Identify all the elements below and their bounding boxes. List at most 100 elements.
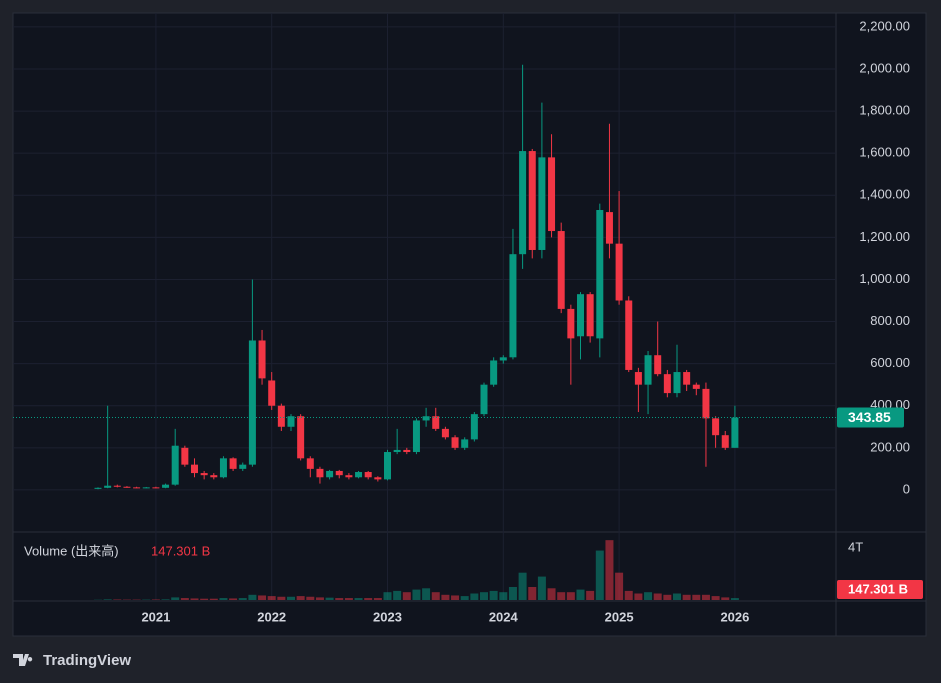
candle-body (625, 300, 633, 370)
candle-body (258, 340, 266, 379)
candle-body (644, 355, 652, 385)
candle-body (94, 487, 102, 489)
candle-body (412, 420, 420, 453)
candle-body (567, 308, 575, 339)
candle-body (113, 485, 121, 487)
volume-bar (364, 598, 373, 600)
x-tick-label: 2023 (373, 609, 402, 624)
volume-bar (296, 596, 305, 600)
candle-body (557, 231, 565, 309)
candle-body (133, 487, 141, 489)
candle-body (306, 458, 314, 469)
candle-body (335, 470, 343, 476)
volume-bar (238, 598, 247, 600)
y-tick-label: 1,200.00 (859, 229, 910, 244)
candle-body (654, 355, 662, 375)
y-tick-label: 0 (903, 481, 910, 496)
volume-bar (634, 593, 643, 600)
candle-body (692, 384, 700, 389)
candle-body (345, 475, 353, 478)
volume-bar (470, 593, 479, 600)
candle-body (364, 472, 372, 478)
volume-bar (451, 595, 460, 600)
logo-icon (13, 654, 33, 666)
volume-bar (335, 598, 344, 600)
volume-bar (480, 592, 488, 600)
logo (13, 654, 33, 666)
candle-body (191, 464, 198, 474)
volume-bar (644, 592, 653, 600)
candle-body (721, 435, 729, 448)
candle-body (326, 470, 334, 478)
y-tick-label: 1,000.00 (859, 271, 910, 286)
volume-bar (692, 594, 701, 600)
volume-bar (499, 592, 508, 600)
candle-body (577, 294, 584, 337)
volume-bar (673, 593, 681, 600)
volume-bar (258, 595, 267, 600)
candle-body (461, 439, 469, 448)
candle-body (470, 414, 478, 440)
volume-bar (344, 598, 353, 600)
volume-bar (151, 599, 160, 600)
volume-bar (200, 598, 209, 600)
y-tick-label: 1,800.00 (859, 103, 910, 118)
candle-body (268, 380, 276, 406)
volume-bar (306, 596, 315, 600)
candle-body (528, 151, 536, 250)
volume-bar (537, 576, 546, 600)
volume-bar (287, 596, 295, 600)
candle-body (104, 485, 112, 488)
candle-body (673, 372, 681, 394)
candle-body (229, 458, 237, 469)
y-tick-label: 1,400.00 (859, 187, 910, 202)
volume-tag-label: 147.301 B (848, 581, 908, 596)
candle-body (499, 357, 507, 361)
candle-body (538, 157, 546, 250)
candle-body (287, 416, 295, 427)
candle-body (355, 472, 363, 478)
candle-body (605, 212, 613, 244)
candle-body (403, 449, 411, 453)
y-tick-label: 2,000.00 (859, 60, 910, 75)
candle-body (509, 254, 517, 358)
volume-bar (730, 598, 739, 600)
candle-body (683, 372, 691, 385)
volume-bar (209, 598, 218, 600)
volume-bar (615, 572, 624, 600)
volume-bar (325, 597, 334, 600)
volume-last-value: 147.301 B (151, 543, 210, 558)
volume-bar (103, 599, 112, 600)
candle-body (297, 416, 305, 459)
candle-body (731, 417, 739, 448)
last-price-label: 343.85 (848, 409, 891, 425)
volume-bar (489, 590, 498, 600)
volume-bar (219, 598, 228, 600)
volume-bar (547, 588, 556, 600)
volume-bar (460, 596, 469, 600)
candle-body (374, 477, 382, 480)
volume-bar (402, 592, 411, 600)
volume-bar (441, 594, 450, 600)
volume-bar (595, 550, 604, 600)
volume-bar (431, 592, 440, 600)
candle-body (634, 372, 642, 385)
volume-bar (180, 598, 189, 600)
volume-bar (721, 597, 730, 600)
candle-body (239, 464, 247, 469)
volume-bar (354, 598, 363, 600)
candle-body (384, 452, 391, 480)
candle-body (219, 458, 227, 478)
volume-bar (248, 594, 257, 600)
volume-bar (566, 592, 575, 600)
candle-body (702, 388, 710, 419)
volume-bar (711, 596, 720, 600)
volume-bar (605, 540, 614, 600)
candle-body (123, 486, 131, 488)
volume-bar (113, 599, 122, 600)
x-tick-label: 2025 (605, 609, 634, 624)
volume-bar (557, 592, 566, 600)
y-tick-label: 800.00 (870, 313, 910, 328)
volume-bar (508, 586, 517, 600)
